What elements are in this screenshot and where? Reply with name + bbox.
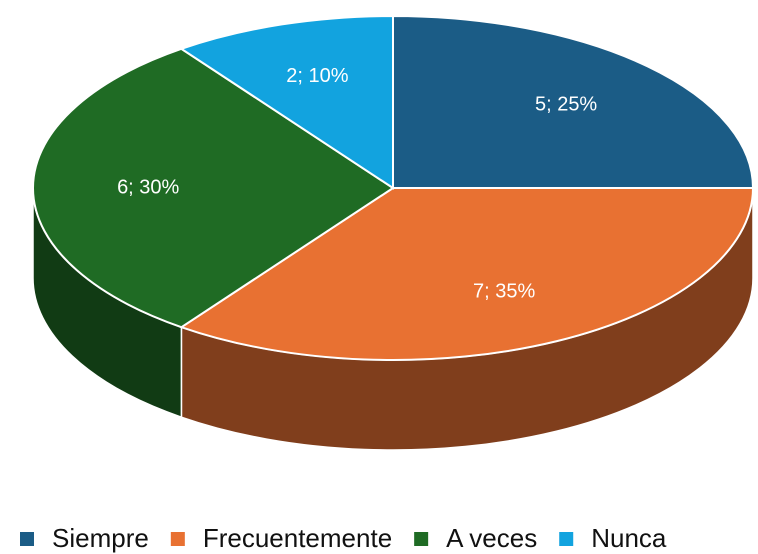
legend-swatch [414, 532, 429, 546]
legend-swatch [559, 532, 574, 546]
data-label: 6; 30% [117, 176, 179, 198]
data-label: 7; 35% [473, 280, 535, 302]
legend-label: Frecuentemente [203, 523, 392, 553]
legend-label: Siempre [52, 523, 149, 553]
slice [32, 47, 395, 329]
legend-swatch [20, 532, 34, 546]
data-label: 5; 25% [535, 94, 597, 116]
slice [392, 14, 755, 189]
data-label: 2; 10% [286, 65, 348, 87]
slice [179, 14, 394, 190]
legend-swatch [170, 532, 185, 546]
legend-label: A veces [446, 523, 537, 553]
slice [179, 187, 755, 361]
legend: Siempre Frecuentemente A veces Nunca [20, 523, 667, 553]
legend-label: Nunca [591, 523, 667, 553]
